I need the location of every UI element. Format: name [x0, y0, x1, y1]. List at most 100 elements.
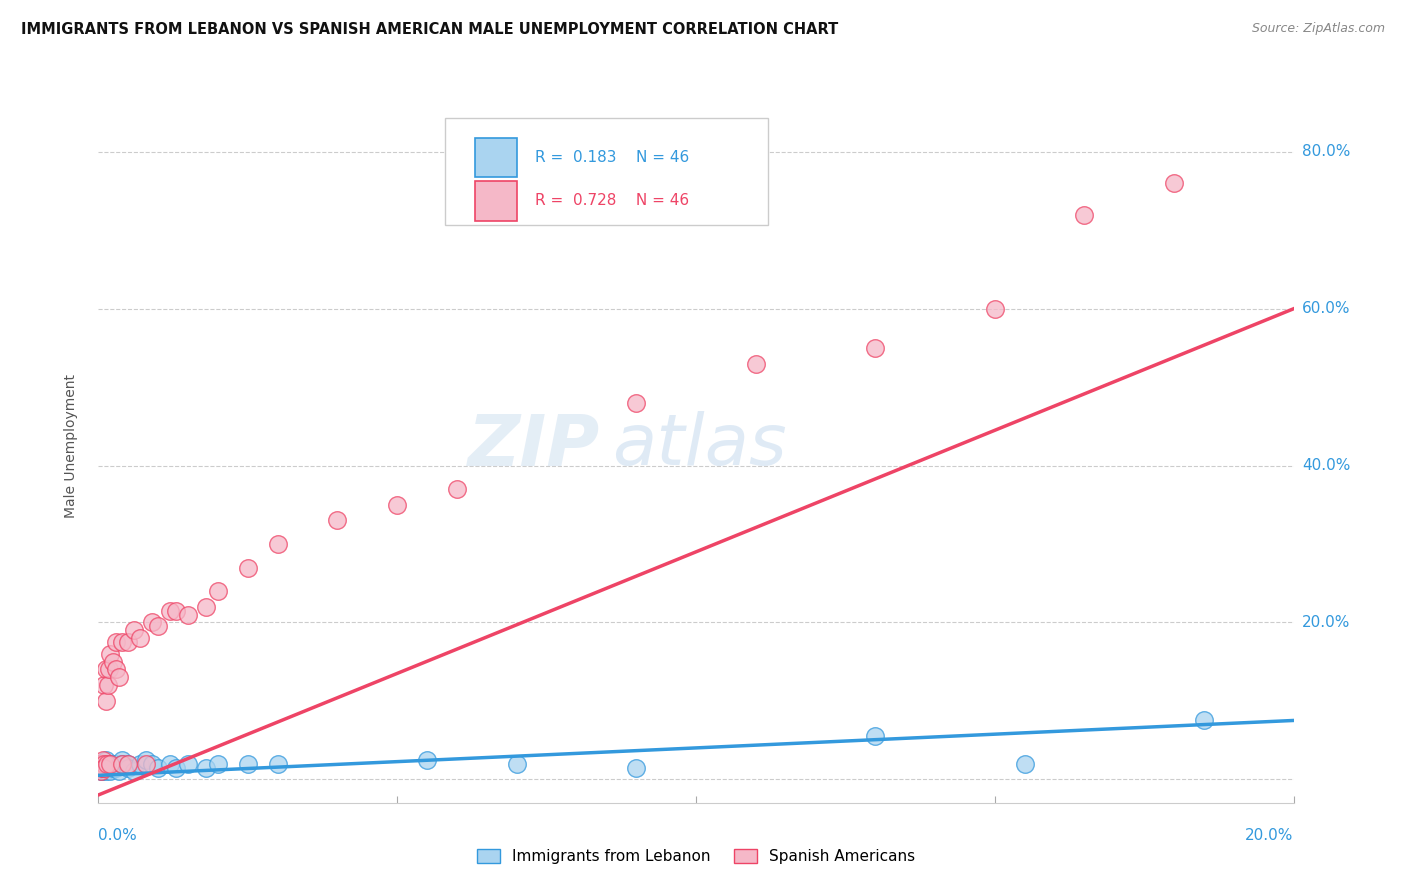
Point: [236, 756, 259, 771]
FancyBboxPatch shape: [475, 181, 517, 220]
Text: 0.0%: 0.0%: [98, 828, 138, 843]
Point: [91, 756, 114, 771]
Point: [111, 635, 134, 649]
Point: [103, 655, 125, 669]
Point: [93, 760, 115, 774]
Point: [93, 756, 115, 771]
Text: 40.0%: 40.0%: [1302, 458, 1350, 473]
Point: [141, 756, 163, 771]
Text: 80.0%: 80.0%: [1302, 145, 1350, 160]
Point: [159, 604, 181, 618]
Point: [96, 756, 118, 771]
Point: [117, 756, 139, 771]
FancyBboxPatch shape: [444, 118, 768, 225]
Text: 20.0%: 20.0%: [1302, 615, 1350, 630]
Point: [98, 764, 122, 779]
Point: [91, 753, 114, 767]
Point: [90, 764, 112, 779]
Point: [177, 756, 200, 771]
Point: [111, 756, 134, 771]
Point: [446, 482, 468, 496]
Point: [1192, 714, 1215, 728]
Point: [100, 756, 122, 771]
Point: [506, 756, 529, 771]
Text: R =  0.728    N = 46: R = 0.728 N = 46: [534, 194, 689, 209]
Point: [98, 760, 122, 774]
Point: [91, 760, 114, 774]
Point: [105, 635, 128, 649]
Point: [94, 694, 117, 708]
Point: [207, 756, 229, 771]
Point: [97, 760, 120, 774]
Point: [1014, 756, 1036, 771]
Text: R =  0.183    N = 46: R = 0.183 N = 46: [534, 150, 689, 165]
Point: [96, 760, 118, 774]
Point: [108, 764, 131, 779]
Point: [745, 357, 768, 371]
Text: atlas: atlas: [612, 411, 787, 481]
Point: [117, 756, 139, 771]
Point: [141, 615, 163, 630]
Point: [129, 631, 152, 645]
Point: [148, 760, 170, 774]
Point: [124, 764, 146, 779]
Point: [93, 756, 115, 771]
Point: [94, 753, 117, 767]
Point: [105, 756, 128, 771]
Y-axis label: Male Unemployment: Male Unemployment: [63, 374, 77, 518]
Point: [236, 560, 259, 574]
Point: [111, 756, 134, 771]
Point: [91, 764, 114, 779]
Point: [108, 670, 131, 684]
Point: [865, 341, 887, 355]
Point: [207, 584, 229, 599]
Point: [96, 663, 118, 677]
Text: IMMIGRANTS FROM LEBANON VS SPANISH AMERICAN MALE UNEMPLOYMENT CORRELATION CHART: IMMIGRANTS FROM LEBANON VS SPANISH AMERI…: [21, 22, 838, 37]
Point: [159, 756, 181, 771]
Point: [267, 537, 290, 551]
Point: [91, 760, 114, 774]
Point: [90, 764, 112, 779]
Point: [97, 756, 120, 771]
Point: [148, 619, 170, 633]
Point: [98, 663, 121, 677]
Point: [135, 753, 157, 767]
Legend: Immigrants from Lebanon, Spanish Americans: Immigrants from Lebanon, Spanish America…: [471, 843, 921, 870]
Point: [624, 760, 647, 774]
Point: [865, 729, 887, 743]
Point: [1163, 176, 1185, 190]
Text: Source: ZipAtlas.com: Source: ZipAtlas.com: [1251, 22, 1385, 36]
Point: [90, 756, 112, 771]
Point: [117, 635, 139, 649]
Point: [135, 756, 157, 771]
Point: [97, 678, 120, 692]
Point: [124, 624, 146, 638]
Point: [89, 760, 111, 774]
Point: [89, 756, 111, 771]
Point: [105, 760, 128, 774]
Point: [111, 753, 134, 767]
Point: [1073, 208, 1095, 222]
Point: [326, 514, 349, 528]
Point: [165, 760, 187, 774]
Point: [89, 756, 111, 771]
Point: [165, 604, 187, 618]
Point: [267, 756, 290, 771]
FancyBboxPatch shape: [475, 137, 517, 177]
Point: [194, 599, 218, 614]
Point: [89, 760, 111, 774]
Text: 60.0%: 60.0%: [1302, 301, 1350, 317]
Point: [105, 663, 128, 677]
Point: [98, 647, 122, 661]
Point: [177, 607, 200, 622]
Point: [90, 756, 112, 771]
Point: [93, 678, 115, 692]
Point: [416, 753, 439, 767]
Point: [117, 760, 139, 774]
Point: [385, 498, 409, 512]
Point: [96, 756, 118, 771]
Point: [93, 756, 115, 771]
Point: [90, 760, 112, 774]
Text: ZIP: ZIP: [468, 411, 600, 481]
Point: [194, 760, 218, 774]
